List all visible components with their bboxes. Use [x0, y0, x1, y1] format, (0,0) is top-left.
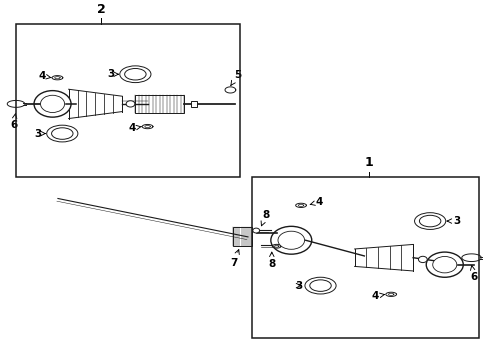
- Ellipse shape: [124, 68, 146, 80]
- Ellipse shape: [278, 231, 305, 249]
- Ellipse shape: [305, 277, 336, 294]
- Text: 8: 8: [261, 210, 270, 226]
- Bar: [135, 95, 184, 113]
- Ellipse shape: [120, 66, 151, 82]
- Text: 6: 6: [470, 266, 478, 282]
- Bar: [16, 24, 240, 177]
- Text: 5: 5: [231, 70, 241, 86]
- Bar: [233, 227, 252, 246]
- Text: 6: 6: [10, 114, 17, 130]
- Circle shape: [253, 228, 260, 233]
- Text: 3: 3: [107, 69, 118, 79]
- Text: 3: 3: [295, 280, 302, 291]
- Text: 4: 4: [310, 197, 323, 207]
- Ellipse shape: [41, 95, 65, 113]
- Ellipse shape: [126, 101, 135, 107]
- Ellipse shape: [310, 280, 331, 291]
- Text: 3: 3: [34, 129, 45, 139]
- Ellipse shape: [271, 226, 312, 254]
- Text: 7: 7: [230, 249, 239, 267]
- Text: 3: 3: [447, 216, 461, 226]
- Ellipse shape: [433, 256, 457, 273]
- Ellipse shape: [47, 125, 78, 142]
- Bar: [252, 177, 479, 338]
- Text: 4: 4: [372, 291, 385, 301]
- Text: 8: 8: [268, 252, 275, 269]
- Bar: [192, 101, 197, 107]
- Text: 4: 4: [128, 123, 141, 133]
- Ellipse shape: [419, 215, 441, 227]
- Ellipse shape: [415, 213, 446, 229]
- Ellipse shape: [51, 128, 73, 139]
- Ellipse shape: [426, 252, 463, 277]
- Ellipse shape: [34, 91, 71, 117]
- Text: 2: 2: [97, 3, 106, 15]
- Ellipse shape: [418, 256, 427, 262]
- Text: 1: 1: [365, 156, 373, 169]
- Text: 4: 4: [38, 71, 51, 81]
